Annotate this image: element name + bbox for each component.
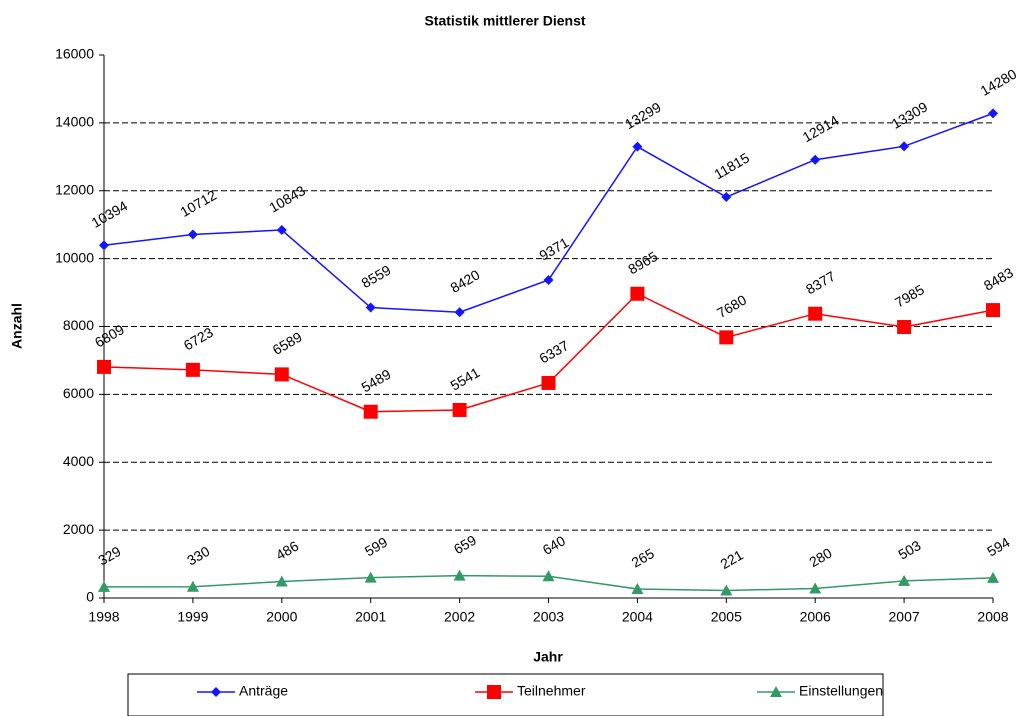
legend-label: Teilnehmer [517, 683, 586, 699]
x-tick-label: 1998 [88, 609, 119, 625]
marker [632, 141, 643, 152]
legend-marker [487, 685, 501, 699]
marker [186, 580, 199, 592]
data-label: 5489 [359, 366, 394, 396]
data-label: 640 [540, 532, 568, 558]
marker [453, 569, 466, 581]
marker [897, 320, 912, 335]
data-label: 14280 [977, 65, 1019, 98]
marker [98, 580, 110, 592]
data-label: 503 [895, 537, 923, 563]
marker [185, 362, 200, 377]
marker [99, 240, 109, 251]
x-tick-label: 2007 [889, 609, 920, 625]
y-tick-label: 16000 [55, 46, 94, 62]
data-label: 6809 [92, 321, 127, 351]
x-tick-label: 2001 [355, 609, 386, 625]
marker [630, 286, 645, 301]
marker [364, 571, 377, 583]
marker [721, 192, 732, 203]
data-label: 221 [718, 547, 746, 573]
data-label: 8559 [359, 262, 394, 292]
y-tick-label: 14000 [55, 114, 94, 130]
legend-marker [211, 687, 221, 697]
data-label: 8377 [803, 268, 838, 298]
data-label: 8420 [447, 266, 482, 296]
y-tick-label: 4000 [63, 453, 94, 469]
marker [988, 108, 998, 119]
chart-title: Statistik mittlerer Dienst [424, 13, 585, 29]
marker [97, 359, 111, 374]
data-label: 8965 [625, 248, 660, 278]
y-tick-label: 8000 [63, 317, 94, 333]
marker [275, 575, 288, 587]
marker [276, 225, 287, 236]
data-label: 329 [95, 543, 123, 569]
data-label: 594 [984, 534, 1012, 560]
legend-box [127, 673, 884, 716]
marker [986, 303, 1000, 318]
marker [631, 583, 644, 595]
legend-label: Einstellungen [799, 683, 883, 699]
x-tick-label: 2008 [977, 609, 1008, 625]
marker [899, 141, 910, 152]
data-label: 10712 [177, 187, 219, 220]
x-tick-label: 2005 [711, 609, 742, 625]
data-label: 13309 [889, 98, 931, 131]
data-label: 486 [273, 538, 301, 564]
data-label: 6589 [270, 328, 305, 358]
marker [452, 402, 467, 417]
marker [719, 330, 734, 345]
x-tick-label: 2006 [800, 609, 831, 625]
data-label: 330 [184, 543, 212, 569]
data-label: 11815 [711, 149, 752, 182]
marker [542, 570, 555, 582]
marker [898, 574, 911, 586]
data-label: 13299 [622, 99, 664, 132]
y-tick-label: 10000 [55, 249, 94, 265]
data-label: 5541 [447, 364, 482, 394]
data-label: 9371 [536, 234, 571, 264]
y-tick-label: 0 [86, 589, 94, 605]
marker [454, 307, 465, 318]
data-label: 7680 [714, 291, 749, 321]
data-label: 265 [629, 545, 657, 571]
data-label: 280 [806, 544, 834, 570]
data-label: 659 [451, 532, 479, 558]
x-tick-label: 2003 [533, 609, 564, 625]
marker [808, 306, 823, 321]
data-label: 12914 [800, 112, 842, 145]
marker [187, 229, 198, 240]
data-label: 8483 [981, 264, 1016, 294]
y-tick-label: 2000 [63, 521, 94, 537]
y-tick-label: 6000 [63, 385, 94, 401]
x-tick-label: 2004 [622, 609, 653, 625]
data-label: 10843 [266, 182, 308, 215]
legend-label: Anträge [239, 683, 288, 699]
marker [274, 367, 289, 382]
marker [987, 571, 999, 583]
marker [810, 154, 821, 165]
x-tick-label: 2002 [444, 609, 475, 625]
data-label: 6723 [181, 324, 216, 354]
data-label: 599 [362, 534, 390, 560]
marker [543, 274, 554, 285]
legend-marker [770, 686, 782, 697]
data-label: 6337 [536, 337, 571, 367]
y-tick-label: 12000 [55, 181, 94, 197]
x-axis-label: Jahr [533, 649, 563, 665]
marker [809, 582, 822, 594]
x-tick-label: 2000 [266, 609, 297, 625]
marker [365, 302, 376, 313]
data-label: 10394 [88, 197, 130, 230]
marker [541, 375, 556, 390]
x-tick-label: 1999 [177, 609, 208, 625]
data-label: 7985 [892, 281, 927, 311]
marker [720, 584, 733, 596]
marker [363, 404, 378, 419]
y-axis-label: Anzahl [9, 303, 25, 349]
